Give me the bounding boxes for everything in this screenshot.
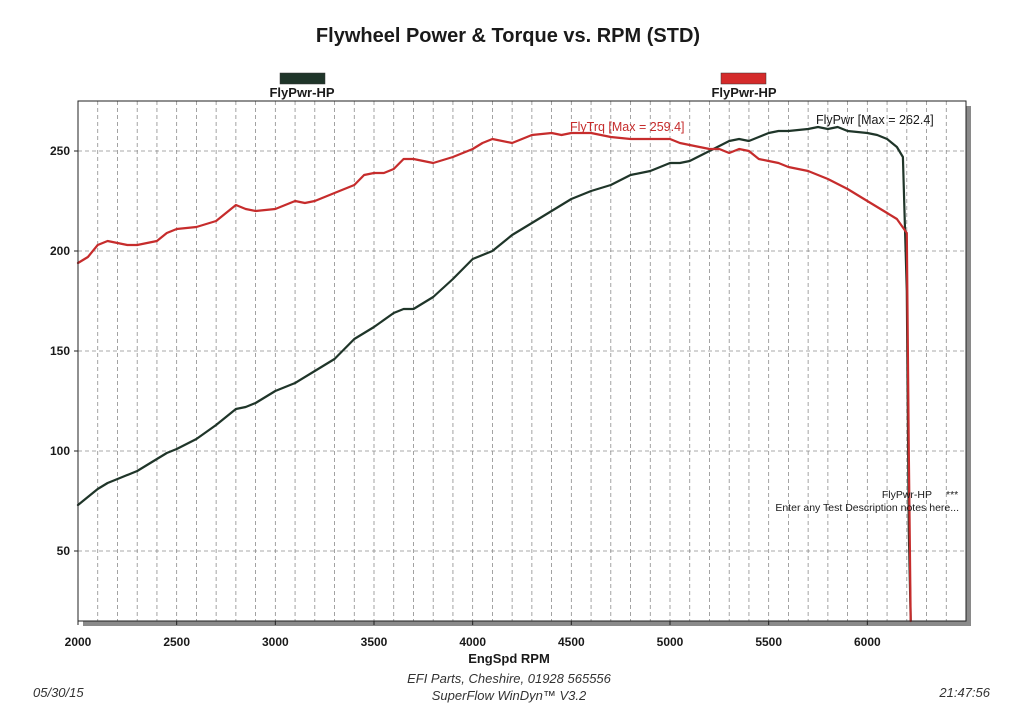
note-label: FlyPwr-HP: [882, 489, 932, 501]
y-tick-label: 100: [50, 444, 70, 458]
footer-company: EFI Parts, Cheshire, 01928 565556: [407, 671, 612, 686]
y-tick-label: 50: [57, 544, 71, 558]
y-tick-label: 150: [50, 344, 70, 358]
legend: FlyPwr-HP FlyPwr-HP: [269, 72, 777, 100]
note-description: Enter any Test Description notes here...: [775, 502, 959, 514]
series-group: [76, 125, 912, 623]
x-tick-label: 2500: [163, 635, 190, 649]
y-tick-label: 200: [50, 244, 70, 258]
legend-label-power: FlyPwr-HP: [269, 85, 334, 100]
series-line-power: [76, 125, 912, 623]
footer-software: SuperFlow WinDyn™ V3.2: [432, 688, 587, 703]
x-tick-label: 4000: [459, 635, 486, 649]
x-tick-label: 3500: [361, 635, 388, 649]
chart-title: Flywheel Power & Torque vs. RPM (STD): [316, 25, 700, 47]
legend-swatch-torque: [720, 72, 767, 85]
grid: [78, 101, 966, 621]
x-tick-label: 3000: [262, 635, 289, 649]
x-tick-label: 4500: [558, 635, 585, 649]
torque-max-annotation: FlyTrq [Max = 259.4]: [570, 120, 685, 134]
note-suffix: ***: [946, 489, 958, 501]
x-tick-label: 5000: [657, 635, 684, 649]
plot-area: [77, 100, 967, 622]
x-tick-label: 6000: [854, 635, 881, 649]
plot-border: [77, 100, 967, 622]
series-line-torque: [76, 131, 912, 623]
x-tick-label: 2000: [65, 635, 92, 649]
legend-label-torque: FlyPwr-HP: [711, 85, 776, 100]
footer-time: 21:47:56: [938, 685, 990, 700]
legend-swatch-power: [279, 72, 326, 85]
x-axis-label: EngSpd RPM: [468, 651, 550, 666]
x-tick-label: 5500: [755, 635, 782, 649]
footer-date: 05/30/15: [33, 685, 84, 700]
y-axis: 50 100 150 200 250: [50, 144, 78, 558]
y-tick-label: 250: [50, 144, 70, 158]
power-max-annotation: FlyPwr [Max = 262.4]: [816, 113, 934, 127]
x-axis: 2000 2500 3000 3500 4000 4500 5000 5500 6000: [65, 621, 881, 649]
